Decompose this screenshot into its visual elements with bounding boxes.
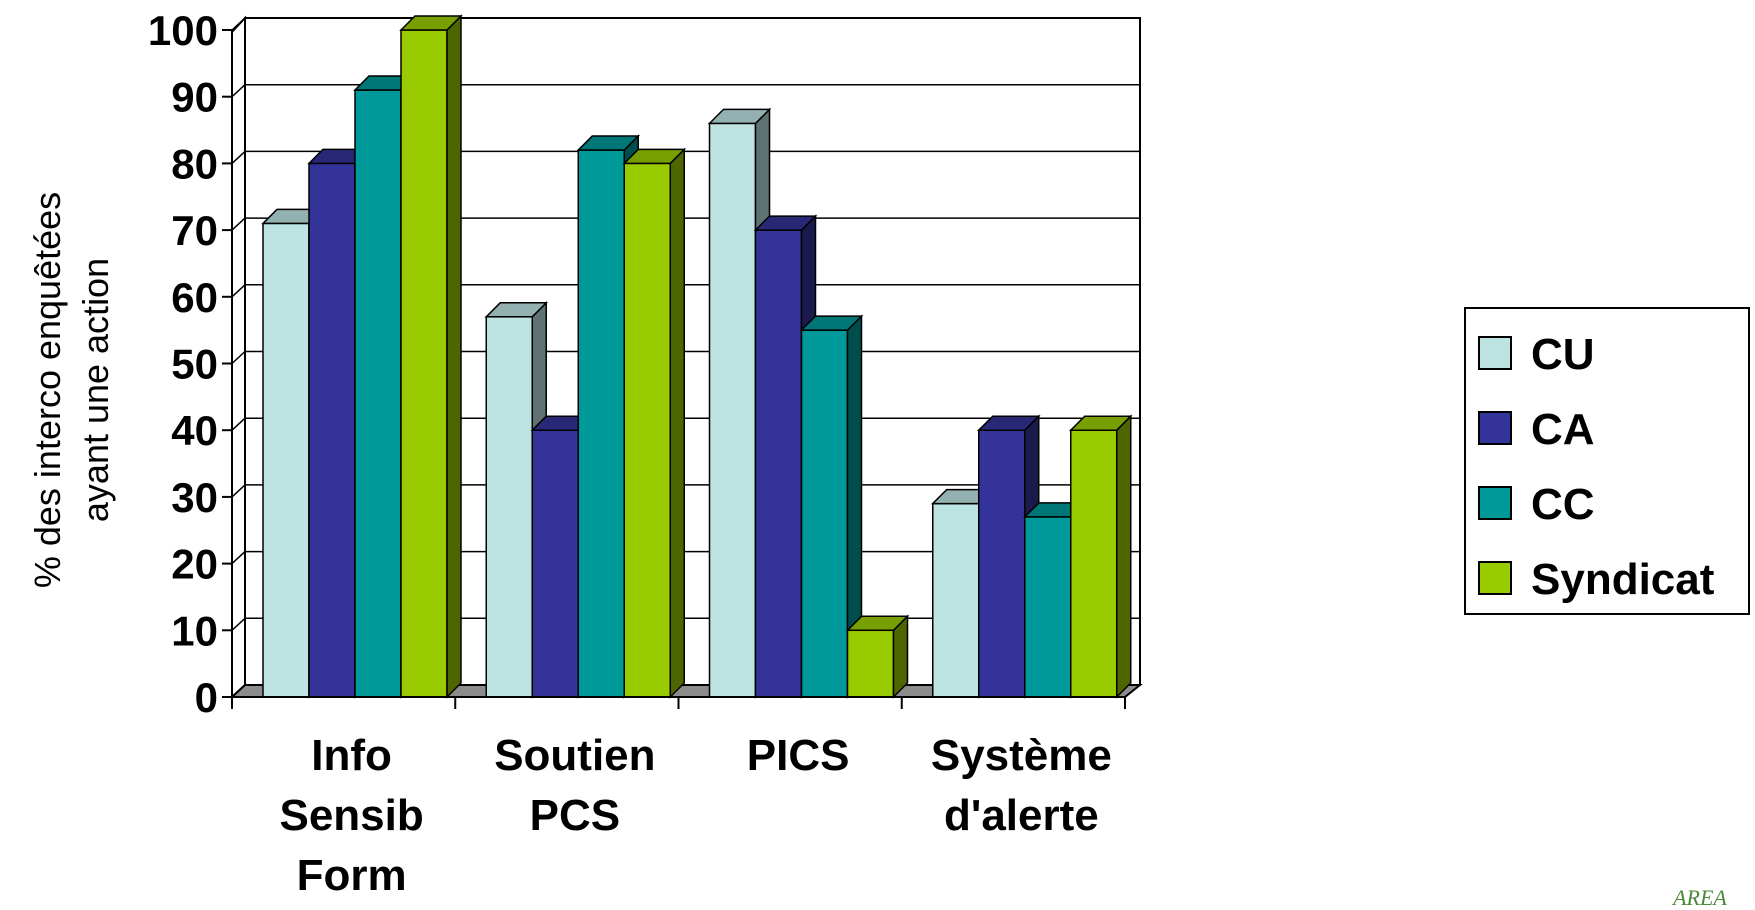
x-category-label: Soutien [494, 731, 655, 780]
y-tick-label: 60 [171, 274, 218, 321]
y-tick-label: 70 [171, 207, 218, 254]
y-tick-labels: 0 10 20 30 40 50 60 70 80 90 100 [148, 7, 218, 721]
y-tick-label: 10 [171, 607, 218, 654]
gridline-side [231, 417, 246, 431]
legend-item-ca: CA [1478, 405, 1595, 454]
bar-cc-2 [799, 314, 864, 699]
x-category-labels: Info Sensib Form Soutien PCS PICS Système d'ale… [279, 731, 1111, 900]
gridline-side [231, 84, 246, 98]
y-axis-label-line: ayant une action [75, 258, 116, 522]
legend-swatch [1478, 411, 1512, 445]
gridline-side [231, 150, 246, 164]
legend-label: CU [1531, 330, 1595, 379]
y-axis-label: % des interco enquêtées ayant une action [27, 192, 116, 588]
gridline-side [231, 551, 246, 565]
axes [222, 29, 1126, 709]
y-tick-label: 20 [171, 541, 218, 588]
watermark-logo: AREA [1671, 885, 1727, 910]
y-tick-label: 0 [195, 674, 218, 721]
y-tick-label: 40 [171, 407, 218, 454]
gridline-side [231, 17, 246, 31]
x-category-label: d'alerte [944, 791, 1099, 840]
bar-syndicat-0 [399, 14, 463, 699]
legend: CU CA CC Syndicat [1464, 307, 1750, 615]
bar-syndicat-2 [845, 614, 910, 699]
y-tick-label: 50 [171, 341, 218, 388]
x-category-label: PICS [747, 731, 850, 780]
x-category-label: Système [931, 731, 1112, 780]
gridline-side [231, 350, 246, 365]
y-tick-label: 30 [171, 474, 218, 521]
y-tick-label: 90 [171, 74, 218, 121]
x-category-label: Sensib [279, 791, 423, 840]
x-category-label: Info [311, 731, 392, 780]
legend-item-cu: CU [1478, 330, 1595, 379]
legend-item-cc: CC [1478, 480, 1595, 529]
legend-swatch [1478, 336, 1512, 370]
legend-swatch [1478, 561, 1512, 595]
x-category-label: PCS [530, 791, 620, 840]
gridline-side [231, 617, 246, 631]
watermark-text: AREA [1671, 885, 1727, 910]
legend-label: Syndicat [1531, 555, 1715, 604]
y-axis-label-line: % des interco enquêtées [27, 192, 68, 588]
bars [261, 14, 1133, 699]
bar-syndicat-1 [622, 147, 687, 699]
y-tick-label: 100 [148, 7, 218, 54]
legend-item-syndicat: Syndicat [1478, 555, 1715, 604]
legend-label: CA [1531, 405, 1595, 454]
legend-box [1464, 307, 1750, 615]
legend-swatch [1478, 486, 1512, 520]
gridline-side [231, 484, 246, 498]
x-category-label: Form [297, 851, 407, 900]
legend-label: CC [1531, 480, 1595, 529]
bar-syndicat-3 [1068, 414, 1133, 699]
gridline-side [231, 217, 246, 231]
gridline-side [231, 284, 246, 298]
y-tick-label: 80 [171, 140, 218, 187]
